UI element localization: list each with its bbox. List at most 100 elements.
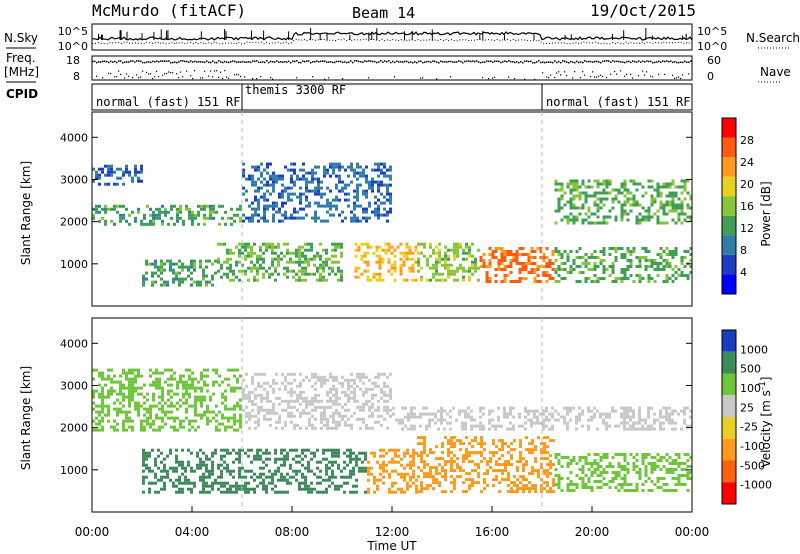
echo-cell — [350, 396, 353, 400]
echo-cell — [683, 218, 687, 222]
echo-cell — [674, 209, 678, 213]
echo-cell — [334, 248, 337, 252]
echo-cell — [167, 389, 170, 393]
echo-cell — [107, 407, 110, 411]
echo-cell — [596, 486, 600, 489]
echo-cell — [329, 399, 332, 403]
echo-cell — [483, 448, 486, 452]
echo-cell — [680, 462, 684, 465]
freq-sample — [640, 61, 642, 63]
echo-cell — [488, 247, 492, 250]
echo-cell — [196, 454, 199, 458]
echo-cell — [328, 484, 331, 488]
echo-cell — [602, 412, 605, 416]
echo-cell — [429, 242, 432, 246]
echo-cell — [524, 262, 528, 265]
echo-cell — [269, 423, 272, 427]
echo-cell — [350, 210, 353, 214]
echo-cell — [644, 418, 647, 422]
echo-cell — [366, 278, 370, 282]
echo-cell — [247, 454, 250, 458]
freq-sample — [120, 60, 122, 62]
echo-cell — [280, 472, 283, 476]
echo-cell — [668, 468, 672, 471]
echo-cell — [417, 269, 420, 273]
echo-cell — [356, 192, 359, 196]
echo-cell — [412, 463, 415, 467]
echo-cell — [584, 474, 588, 477]
freq-sample — [232, 60, 234, 62]
echo-cell — [602, 268, 606, 271]
echo-cell — [304, 454, 307, 458]
echo-cell — [268, 242, 271, 246]
echo-cell — [344, 183, 347, 187]
echo-cell — [563, 406, 566, 410]
echo-cell — [441, 466, 444, 470]
echo-cell — [283, 272, 286, 276]
echo-cell — [668, 194, 672, 198]
echo-cell — [465, 472, 468, 476]
echo-cell — [188, 374, 191, 378]
echo-cell — [423, 442, 426, 446]
echo-cell — [614, 477, 618, 480]
echo-cell — [380, 423, 383, 427]
echo-cell — [110, 425, 113, 429]
echo-cell — [227, 419, 230, 423]
echo-cell — [286, 275, 289, 279]
echo-cell — [98, 173, 101, 177]
echo-cell — [530, 268, 534, 271]
echo-cell — [383, 417, 386, 421]
echo-cell — [265, 245, 268, 249]
echo-cell — [178, 265, 181, 269]
echo-cell — [338, 420, 341, 424]
y-tick-label: 1000 — [60, 258, 88, 271]
echo-cell — [205, 481, 208, 485]
echo-cell — [331, 248, 334, 252]
freq-sample — [236, 61, 238, 63]
echo-cell — [182, 374, 185, 378]
echo-cell — [444, 254, 447, 258]
echo-cell — [281, 408, 284, 412]
echo-cell — [399, 242, 403, 246]
freq-sample — [170, 61, 172, 64]
echo-cell — [440, 412, 443, 416]
echo-cell — [686, 191, 690, 195]
echo-cell — [671, 250, 675, 253]
echo-cell — [286, 454, 289, 458]
echo-cell — [450, 490, 453, 494]
echo-cell — [521, 424, 524, 428]
echo-cell — [483, 478, 486, 482]
echo-cell — [444, 475, 447, 479]
echo-cell — [503, 277, 507, 280]
echo-cell — [680, 274, 684, 277]
echo-cell — [545, 415, 548, 419]
echo-cell — [500, 259, 504, 262]
echo-cell — [304, 242, 307, 246]
echo-cell — [242, 168, 245, 172]
echo-cell — [527, 412, 530, 416]
echo-cell — [545, 262, 549, 265]
echo-cell — [271, 487, 274, 491]
echo-cell — [323, 405, 326, 409]
echo-cell — [623, 456, 627, 459]
echo-cell — [179, 207, 182, 211]
echo-cell — [623, 427, 626, 431]
echo-cell — [641, 277, 645, 280]
echo-cell — [242, 378, 245, 382]
echo-cell — [122, 398, 125, 402]
echo-cell — [293, 180, 296, 184]
echo-cell — [272, 177, 275, 181]
echo-cell — [173, 371, 176, 375]
echo-cell — [155, 383, 158, 387]
echo-cell — [590, 221, 594, 225]
echo-cell — [506, 253, 510, 256]
echo-cell — [251, 174, 254, 178]
echo-cell — [617, 424, 620, 428]
colorbar-tick-label: 16 — [740, 200, 754, 213]
echo-cell — [217, 242, 220, 246]
echo-cell — [368, 216, 371, 220]
echo-cell — [575, 486, 579, 489]
echo-cell — [158, 213, 161, 217]
echo-cell — [265, 242, 268, 246]
echo-cell — [584, 185, 588, 189]
